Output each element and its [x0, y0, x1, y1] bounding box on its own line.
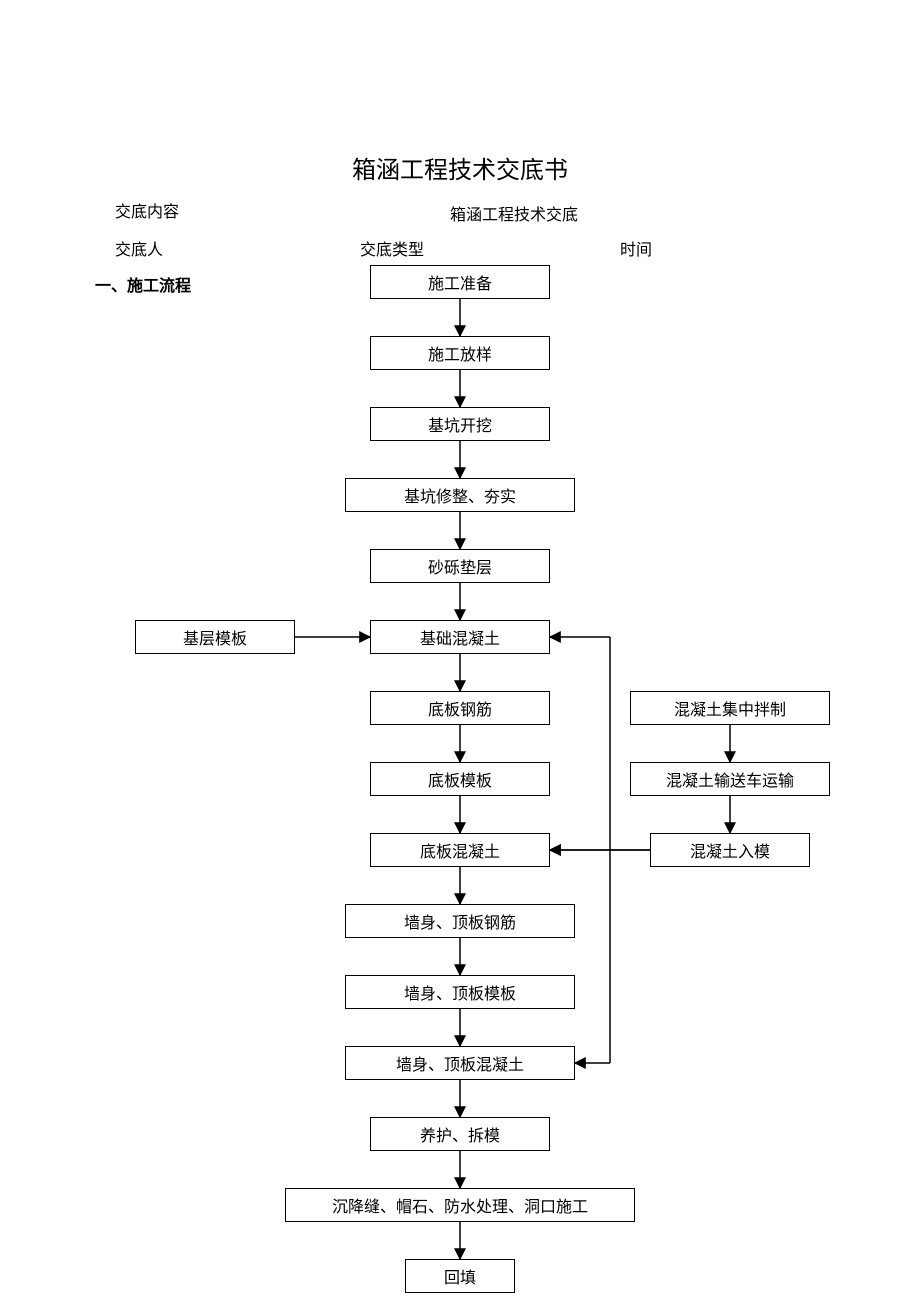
- flowchart-node: 回填: [405, 1259, 515, 1293]
- section-heading: 一、施工流程: [95, 272, 191, 296]
- flowchart-node: 砂砾垫层: [370, 549, 550, 583]
- flowchart-node: 底板钢筋: [370, 691, 550, 725]
- flowchart-node: 基坑修整、夯实: [345, 478, 575, 512]
- flowchart-node: 养护、拆模: [370, 1117, 550, 1151]
- flowchart-node: 沉降缝、帽石、防水处理、洞口施工: [285, 1188, 635, 1222]
- type-label: 交底类型: [360, 236, 424, 260]
- flowchart-node: 基坑开挖: [370, 407, 550, 441]
- flowchart-node: 底板模板: [370, 762, 550, 796]
- flowchart-node: 施工准备: [370, 265, 550, 299]
- flowchart-node: 底板混凝土: [370, 833, 550, 867]
- flowchart-node: 混凝土入模: [650, 833, 810, 867]
- flowchart-node: 施工放样: [370, 336, 550, 370]
- time-label: 时间: [620, 236, 652, 260]
- flowchart-node: 混凝土集中拌制: [630, 691, 830, 725]
- flowchart-node: 墙身、顶板混凝土: [345, 1046, 575, 1080]
- content-label: 交底内容: [115, 198, 179, 222]
- content-value: 箱涵工程技术交底: [450, 201, 578, 225]
- page-title: 箱涵工程技术交底书: [0, 150, 920, 185]
- flowchart-node: 墙身、顶板模板: [345, 975, 575, 1009]
- flowchart-node: 墙身、顶板钢筋: [345, 904, 575, 938]
- document-page: 箱涵工程技术交底书 交底内容 箱涵工程技术交底 交底人 交底类型 时间 一、施工…: [0, 0, 920, 1302]
- person-label: 交底人: [115, 236, 163, 260]
- flowchart-node: 基层模板: [135, 620, 295, 654]
- flowchart-node: 基础混凝土: [370, 620, 550, 654]
- flowchart-node: 混凝土输送车运输: [630, 762, 830, 796]
